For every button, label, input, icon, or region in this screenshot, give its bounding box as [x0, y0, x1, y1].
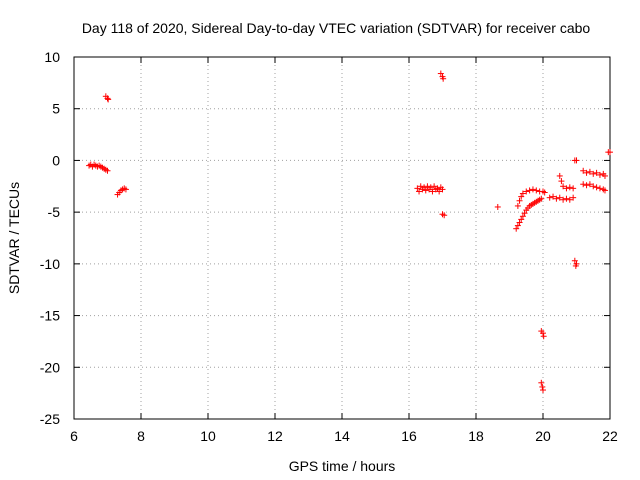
data-point	[523, 188, 530, 195]
data-point	[607, 149, 613, 156]
data-point	[566, 184, 573, 191]
y-tick-label: 0	[52, 152, 60, 168]
data-point	[424, 183, 431, 190]
data-point	[570, 185, 577, 192]
data-point	[580, 167, 587, 174]
y-tick-label: -5	[48, 204, 61, 220]
data-point	[580, 181, 587, 188]
data-point	[516, 219, 523, 226]
x-tick-label: 16	[401, 428, 417, 444]
data-point	[571, 257, 578, 264]
x-axis-label: GPS time / hours	[289, 458, 396, 474]
data-point	[427, 184, 434, 191]
y-tick-label: -10	[40, 256, 60, 272]
data-point	[541, 189, 548, 196]
data-point	[586, 168, 593, 175]
data-point	[539, 383, 546, 390]
data-point	[570, 194, 577, 201]
data-point	[519, 190, 526, 197]
data-point	[560, 183, 567, 190]
data-point	[104, 95, 111, 102]
data-point	[431, 183, 438, 190]
data-point	[553, 195, 560, 202]
data-point	[556, 194, 563, 201]
data-point	[514, 202, 521, 209]
x-tick-label: 10	[200, 428, 216, 444]
data-point	[436, 188, 443, 195]
data-point	[533, 187, 540, 194]
data-point	[105, 96, 112, 103]
data-point	[538, 379, 545, 386]
data-point	[514, 222, 521, 229]
data-point	[540, 333, 547, 340]
data-point	[601, 172, 608, 179]
data-point	[572, 262, 579, 269]
data-point	[563, 195, 570, 202]
y-tick-label: 5	[52, 101, 60, 117]
data-point	[540, 330, 546, 337]
data-point	[104, 167, 111, 174]
data-point	[583, 182, 590, 189]
y-tick-label: -20	[40, 359, 60, 375]
data-point	[596, 185, 603, 192]
x-tick-label: 20	[535, 428, 551, 444]
grid	[74, 57, 610, 419]
data-point	[441, 212, 448, 219]
axis-ticks	[73, 56, 611, 420]
data-point	[540, 387, 546, 394]
data-point	[583, 169, 590, 176]
data-point	[429, 188, 436, 195]
data-point	[440, 75, 447, 82]
data-point	[526, 187, 533, 194]
x-tick-label: 8	[137, 428, 145, 444]
data-point	[590, 170, 597, 177]
data-point	[558, 178, 565, 185]
x-tick-label: 18	[468, 428, 484, 444]
data-point	[513, 225, 520, 232]
y-tick-label: -25	[40, 411, 60, 427]
data-point	[421, 184, 428, 191]
data-point	[439, 186, 446, 193]
data-point	[590, 183, 597, 190]
data-point	[596, 171, 603, 178]
y-tick-label: 10	[44, 49, 60, 65]
data-point	[538, 195, 545, 202]
data-point	[519, 213, 526, 220]
data-point	[556, 172, 563, 179]
data-point	[560, 196, 567, 203]
chart-title: Day 118 of 2020, Sidereal Day-to-day VTE…	[82, 20, 591, 36]
data-point	[586, 181, 593, 188]
x-tick-label: 14	[334, 428, 350, 444]
data-point	[422, 187, 429, 194]
data-point	[518, 193, 525, 200]
data-point	[122, 186, 129, 193]
data-point	[601, 187, 608, 194]
data-point	[563, 185, 570, 192]
data-point	[521, 210, 528, 217]
data-point	[434, 185, 441, 192]
x-tick-label: 6	[70, 428, 78, 444]
x-tick-label: 12	[267, 428, 283, 444]
tick-labels: 6 8 10 12 14 16 18 20 22 -25 -20 -15 -10 -5 0 5 10	[40, 49, 618, 444]
data-point	[593, 169, 600, 176]
data-point	[529, 186, 536, 193]
data-point	[416, 188, 423, 195]
data-point	[518, 216, 525, 223]
data-point	[546, 194, 553, 201]
data-point	[573, 157, 580, 164]
y-tick-label: -15	[40, 308, 60, 324]
data-points	[86, 70, 613, 394]
y-axis-label: SDTVAR / TECUs	[6, 182, 22, 294]
data-point	[593, 184, 600, 191]
data-point	[414, 185, 421, 192]
data-point	[437, 70, 444, 77]
x-tick-label: 22	[602, 428, 618, 444]
data-point	[494, 203, 501, 210]
data-point	[566, 196, 573, 203]
data-point	[516, 197, 523, 204]
data-point	[550, 193, 557, 200]
data-point	[417, 183, 424, 190]
